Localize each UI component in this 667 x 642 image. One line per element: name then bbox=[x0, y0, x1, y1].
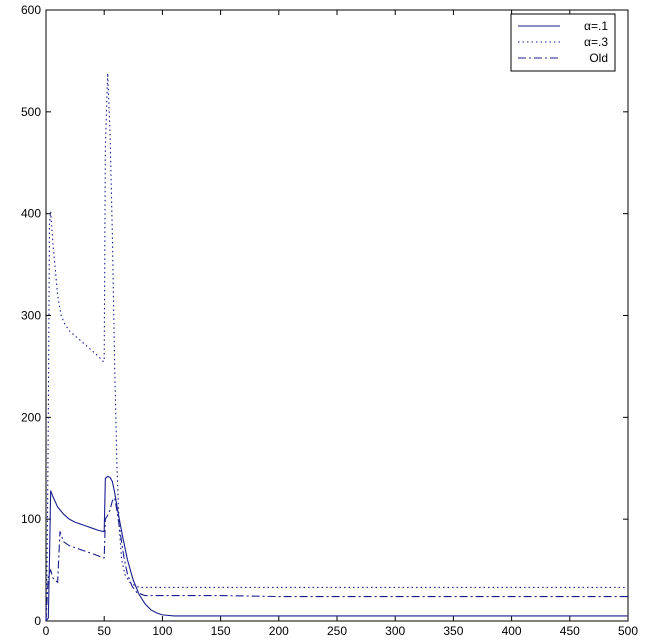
x-tick-label: 350 bbox=[443, 624, 463, 638]
y-tick-label: 600 bbox=[21, 3, 41, 17]
x-tick-label: 500 bbox=[618, 624, 638, 638]
x-tick-label: 200 bbox=[269, 624, 289, 638]
y-axis: 0 100 200 300 400 500 600 bbox=[21, 3, 628, 628]
series-line-2 bbox=[45, 496, 628, 622]
series-line-0 bbox=[45, 475, 628, 622]
y-tick-label: 400 bbox=[21, 207, 41, 221]
x-tick-label: 400 bbox=[502, 624, 522, 638]
series-line-1 bbox=[45, 73, 628, 622]
legend-label-1: α=.3 bbox=[584, 35, 608, 49]
x-tick-label: 50 bbox=[98, 624, 112, 638]
y-tick-label: 300 bbox=[21, 309, 41, 323]
x-tick-label: 300 bbox=[385, 624, 405, 638]
legend: α=.1 α=.3 Old bbox=[510, 13, 616, 72]
y-tick-label: 100 bbox=[21, 512, 41, 526]
y-tick-label: 200 bbox=[21, 410, 41, 424]
y-tick-label: 0 bbox=[34, 614, 41, 628]
legend-label-0: α=.1 bbox=[584, 19, 608, 33]
series-layer bbox=[45, 73, 628, 622]
x-tick-label: 250 bbox=[327, 624, 347, 638]
x-tick-label: 0 bbox=[43, 624, 50, 638]
y-tick-label: 500 bbox=[21, 105, 41, 119]
x-tick-label: 100 bbox=[152, 624, 172, 638]
x-tick-label: 150 bbox=[211, 624, 231, 638]
plot-area bbox=[45, 9, 629, 622]
legend-label-2: Old bbox=[589, 51, 608, 65]
x-axis: 0 50 100 150 200 250 300 350 400 450 500 bbox=[43, 10, 638, 638]
x-tick-label: 450 bbox=[560, 624, 580, 638]
